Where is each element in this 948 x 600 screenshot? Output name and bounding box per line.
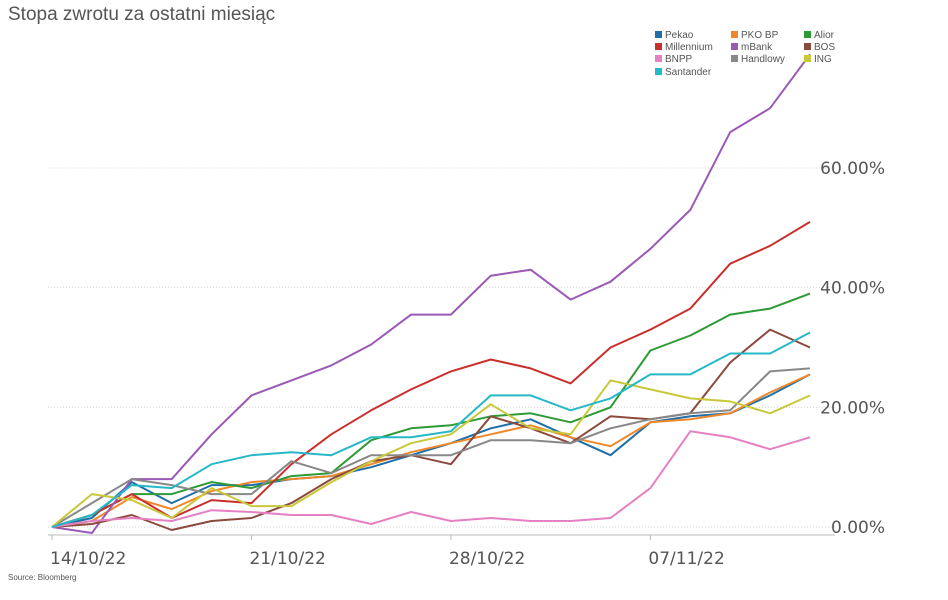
chart-title: Stopa zwrotu za ostatni miesiąc	[8, 4, 276, 25]
legend-swatch-alior	[804, 31, 811, 38]
legend-label-pekao: Pekao	[665, 30, 694, 41]
series-line-alior	[51, 292, 811, 528]
legend-swatch-millennium	[655, 43, 662, 50]
legend-swatch-bos	[804, 43, 811, 50]
x-tick-label: 28/10/22	[449, 549, 525, 569]
legend-label-pko-bp: PKO BP	[741, 30, 779, 41]
legend-swatch-mbank	[731, 43, 738, 50]
x-tick-label: 14/10/22	[50, 549, 126, 569]
legend-label-handlowy: Handlowy	[741, 54, 785, 65]
legend-label-bos: BOS	[814, 42, 835, 53]
series-line-santander	[51, 331, 811, 528]
legend-label-bnpp: BNPP	[665, 54, 693, 65]
legend-label-millennium: Millennium	[665, 42, 713, 53]
legend-label-alior: Alior	[814, 30, 835, 41]
y-tick-label: 0.00%	[831, 518, 885, 538]
legend-swatch-santander	[655, 68, 662, 75]
legend-swatch-pko-bp	[731, 31, 738, 38]
y-tick-label: 20.00%	[820, 398, 885, 418]
series-line-handlowy	[51, 367, 811, 528]
series-line-mbank	[51, 53, 811, 534]
x-tick-label: 07/11/22	[648, 549, 724, 569]
legend-label-mbank: mBank	[741, 42, 773, 53]
series-line-pekao	[51, 373, 811, 528]
series-line-bnpp	[51, 430, 811, 528]
chart-source: Source: Bloomberg	[8, 573, 77, 582]
y-tick-label: 60.00%	[820, 159, 885, 179]
series-line-pko-bp	[51, 373, 811, 528]
legend-swatch-ing	[804, 55, 811, 62]
x-tick-label: 21/10/22	[249, 549, 325, 569]
legend-label-ing: ING	[814, 54, 832, 65]
y-tick-label: 40.00%	[820, 279, 885, 299]
legend-swatch-pekao	[655, 31, 662, 38]
legend-swatch-bnpp	[655, 55, 662, 62]
series-line-ing	[51, 379, 811, 528]
legend-label-santander: Santander	[665, 67, 712, 78]
series-line-millennium	[51, 221, 811, 528]
legend-swatch-handlowy	[731, 55, 738, 62]
